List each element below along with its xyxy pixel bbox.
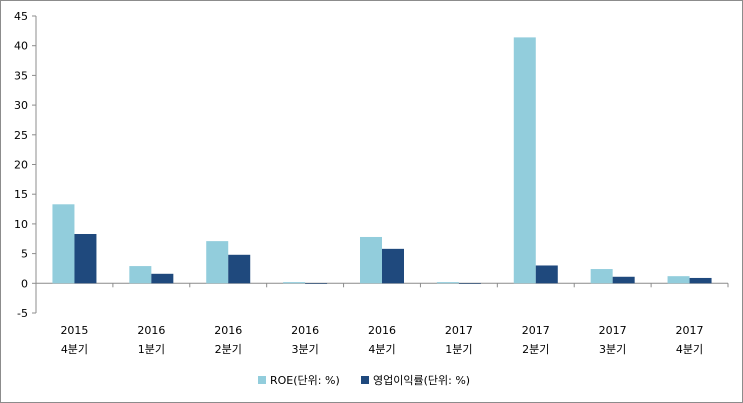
y-tick-label: 20 [14,159,28,172]
legend-label-operating-margin: 영업이익률(단위: %) [373,374,470,387]
y-tick-label: 35 [14,69,28,82]
x-tick-label-quarter: 4분기 [676,343,703,356]
bar-roe [513,37,536,284]
x-tick-label-quarter: 4분기 [368,343,395,356]
x-tick-label-year: 2015 [60,324,88,337]
x-tick-label-quarter: 1분기 [445,343,472,356]
legend-swatch-operating-margin [361,376,369,384]
bar-roe [360,236,382,284]
bar-operating-margin [382,248,404,284]
x-tick-label-year: 2016 [214,324,242,337]
legend-swatch-roe [258,376,266,384]
bar-operating-margin [305,283,328,284]
bar-roe [206,241,229,284]
bar-operating-margin [151,273,174,284]
y-tick-label: 40 [14,40,28,53]
y-tick-label: 15 [14,188,28,201]
bar-roe [283,282,306,284]
x-tick-label-year: 2017 [676,324,704,337]
bar-roe [52,204,75,284]
legend-label-roe: ROE(단위: %) [270,374,340,387]
bar-roe [667,276,690,284]
x-tick-label-year: 2016 [291,324,319,337]
bar-operating-margin [458,283,481,284]
y-tick-label: 45 [14,10,28,23]
y-tick-label: 25 [14,129,28,142]
bar-roe [590,269,613,284]
y-tick-label: 10 [14,218,28,231]
x-tick-label-quarter: 1분기 [138,343,165,356]
y-tick-label: -5 [17,307,28,320]
x-tick-label-year: 2017 [599,324,627,337]
x-tick-label-quarter: 2분기 [215,343,242,356]
bar-operating-margin [535,265,558,284]
bar-roe [129,266,152,284]
x-tick-label-quarter: 4분기 [61,343,88,356]
x-tick-label-year: 2017 [445,324,473,337]
bar-operating-margin [228,254,251,284]
bar-operating-margin [689,277,712,284]
bar-operating-margin [74,233,97,284]
y-tick-label: 5 [21,248,28,261]
y-tick-label: 0 [21,277,28,290]
x-tick-label-year: 2016 [368,324,396,337]
x-tick-label-quarter: 3분기 [599,343,626,356]
x-tick-label-quarter: 2분기 [522,343,549,356]
y-tick-label: 30 [14,99,28,112]
x-tick-label-year: 2017 [522,324,550,337]
bar-roe [436,282,459,284]
x-tick-label-quarter: 3분기 [291,343,318,356]
x-tick-label-year: 2016 [137,324,165,337]
bar-operating-margin [612,276,635,284]
